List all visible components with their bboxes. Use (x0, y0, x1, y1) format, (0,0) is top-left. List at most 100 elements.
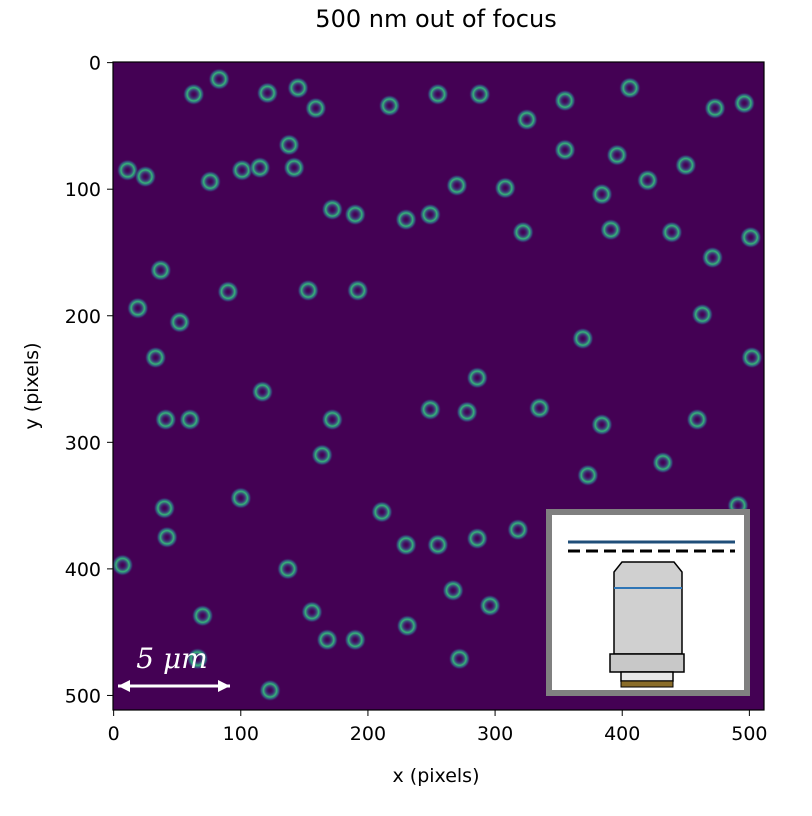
objective-knurl (609, 653, 685, 673)
spot (154, 408, 177, 431)
spot (208, 68, 231, 91)
spot (396, 614, 419, 637)
spot (278, 133, 301, 156)
spot (178, 408, 201, 431)
spot (149, 259, 172, 282)
y-tick-label: 500 (65, 685, 101, 707)
spot (378, 94, 401, 117)
spot (448, 647, 471, 670)
spot (182, 83, 205, 106)
y-axis-label: y (pixels) (21, 343, 43, 430)
scale-bar-label: 5 μm (136, 642, 207, 675)
spot (691, 303, 714, 326)
spot (116, 159, 139, 182)
spot (506, 518, 529, 541)
objective-thread (620, 671, 674, 682)
spot (191, 604, 214, 627)
spot-layer (113, 68, 763, 702)
spot (156, 526, 179, 549)
spot (426, 83, 449, 106)
spot (316, 628, 339, 651)
x-tick-label: 500 (731, 723, 767, 745)
spot (466, 366, 489, 389)
spot (297, 279, 320, 302)
spot (528, 397, 551, 420)
spot (651, 451, 674, 474)
spot (344, 628, 367, 651)
spot (599, 218, 622, 241)
spot (304, 97, 327, 120)
spot (466, 527, 489, 550)
spot (426, 533, 449, 556)
spot (571, 327, 594, 350)
spot (276, 557, 299, 580)
spot (229, 487, 252, 510)
inset-objective (546, 509, 750, 696)
x-tick-label: 100 (223, 723, 259, 745)
spot (419, 203, 442, 226)
spot (478, 594, 501, 617)
chart-title: 500 nm out of focus (315, 5, 556, 33)
spot (468, 83, 491, 106)
spot (606, 144, 629, 167)
spot (576, 464, 599, 487)
spot (494, 176, 517, 199)
spot (395, 208, 418, 231)
spot (168, 311, 191, 334)
spot (512, 221, 535, 244)
spot (740, 346, 763, 369)
spot (590, 413, 613, 436)
spot (442, 579, 465, 602)
x-axis-label: x (pixels) (393, 765, 480, 787)
spot (186, 647, 209, 670)
spot (256, 82, 279, 105)
spot (739, 226, 762, 249)
spot (370, 500, 393, 523)
spot (248, 156, 271, 179)
objective-body (613, 561, 683, 655)
spot (660, 221, 683, 244)
spot (321, 198, 344, 221)
objective-base (620, 680, 674, 688)
scale-bar: 5 μm (118, 642, 230, 692)
y-tick-label: 400 (65, 559, 101, 581)
spot (704, 97, 727, 120)
spot (344, 203, 367, 226)
spot (445, 174, 468, 197)
y-tick-label: 200 (65, 306, 101, 328)
spot (554, 89, 577, 112)
spot (251, 380, 274, 403)
spot (618, 76, 641, 99)
x-tick-label: 400 (604, 723, 640, 745)
spot (321, 408, 344, 431)
spot (636, 169, 659, 192)
spot (674, 154, 697, 177)
spot (686, 408, 709, 431)
spot (311, 443, 334, 466)
y-tick-label: 100 (65, 179, 101, 201)
scale-bar-arrows (118, 680, 230, 692)
spot (395, 533, 418, 556)
spot (300, 600, 323, 623)
spot (419, 398, 442, 421)
spot (733, 92, 756, 115)
x-tick-label: 0 (108, 723, 120, 745)
spot (144, 346, 167, 369)
spot (346, 279, 369, 302)
plot-frame (112, 61, 765, 711)
spot (199, 170, 222, 193)
x-tick-label: 300 (477, 723, 513, 745)
spot (701, 246, 724, 269)
spot (126, 297, 149, 320)
y-tick-label: 0 (89, 53, 101, 75)
spot (456, 400, 479, 423)
spot (259, 679, 282, 702)
spot (287, 76, 310, 99)
spot (590, 183, 613, 206)
spot (153, 497, 176, 520)
spot (113, 554, 134, 577)
y-tick-label: 300 (65, 432, 101, 454)
x-tick-label: 200 (350, 723, 386, 745)
spot (554, 138, 577, 161)
